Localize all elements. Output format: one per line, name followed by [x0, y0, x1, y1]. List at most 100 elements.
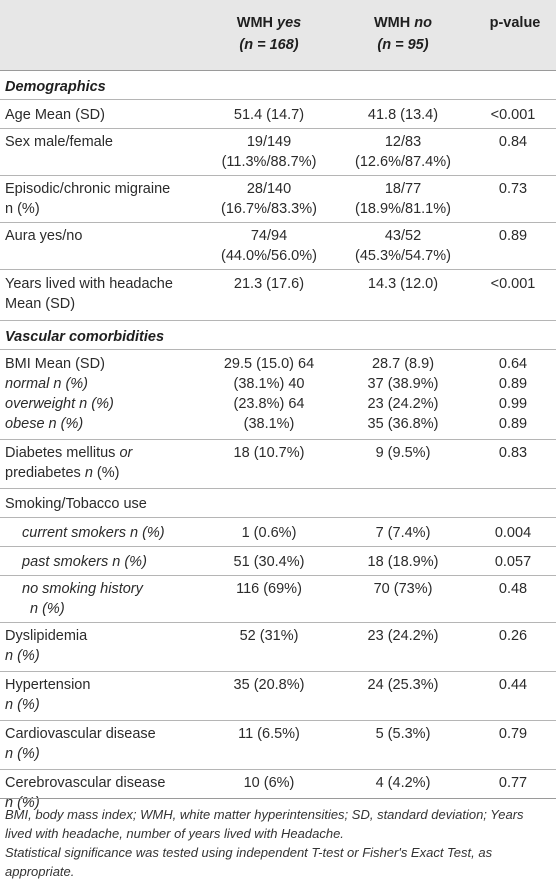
- table-row-sex: Sex male/female 19/149 (11.3%/88.7%) 12/8…: [0, 129, 556, 176]
- bmi-yes-overweight: (23.8%) 64: [233, 396, 305, 412]
- cell-p: 0.89: [498, 228, 528, 244]
- cell-yes: 28/140 (16.7%/83.3%): [210, 179, 328, 219]
- table-row-bmi: BMI Mean (SD) normal n (%) overweight n …: [0, 350, 556, 440]
- bmi-mean-label: BMI Mean (SD): [5, 356, 105, 372]
- row-label: Diabetes mellitus or prediabetes n (%): [5, 443, 210, 483]
- section-title-demographics: Demographics: [5, 79, 106, 95]
- cell-p: 0.77: [498, 775, 528, 791]
- header-p-value: p-value: [489, 15, 541, 31]
- table-header: WMH yes (n = 168) WMH no (n = 95) p-valu…: [0, 0, 556, 71]
- row-label: BMI Mean (SD) normal n (%) overweight n …: [5, 354, 210, 434]
- cell-no: 18 (18.9%): [367, 554, 439, 570]
- table-row-diabetes: Diabetes mellitus or prediabetes n (%) 1…: [0, 440, 556, 489]
- cell-yes: 51 (30.4%): [233, 554, 305, 570]
- cell-yes-pct: (44.0%/56.0%): [221, 248, 317, 264]
- row-label: Aura yes/no: [5, 228, 83, 244]
- row-label-line2: n (%): [5, 201, 40, 217]
- table-row-aura: Aura yes/no 74/94 (44.0%/56.0%) 43/52 (45.…: [0, 223, 556, 270]
- row-label-n: n: [84, 465, 93, 481]
- cell-yes: 18 (10.7%): [233, 445, 305, 461]
- header-wmh-no-italic: no: [414, 15, 432, 31]
- row-label: Cerebrovascular disease n (%): [5, 773, 210, 813]
- cell-no: 4 (4.2%): [375, 775, 431, 791]
- table-row-cerebrovascular: Cerebrovascular disease n (%) 10 (6%) 4 (…: [0, 770, 556, 818]
- footnote-abbreviations: BMI, body mass index; WMH, white matter …: [5, 807, 524, 841]
- bmi-p-normal: 0.89: [498, 376, 528, 392]
- row-label-line2: prediabetes: [5, 465, 85, 481]
- row-label: Hypertension n (%): [5, 675, 210, 715]
- bmi-obese-label: obese n (%): [5, 416, 84, 432]
- row-label: Age Mean (SD): [5, 107, 105, 123]
- bmi-no-normal: 37 (38.9%): [367, 376, 439, 392]
- row-label-line1: Hypertension: [5, 677, 91, 693]
- row-label: no smoking history n (%): [22, 579, 227, 619]
- cell-p: 0.64 0.89 0.99 0.89: [470, 354, 556, 434]
- cell-no-pct: (18.9%/81.1%): [355, 201, 451, 217]
- cell-yes: 51.4 (14.7): [233, 107, 305, 123]
- cell-p: 0.84: [498, 134, 528, 150]
- table-row-current-smokers: current smokers n (%) 1 (0.6%) 7 (7.4%) …: [0, 518, 556, 547]
- cell-p: 0.79: [498, 726, 528, 742]
- row-label-line1: no smoking history: [22, 581, 143, 597]
- row-label: Years lived with headache Mean (SD): [5, 274, 210, 314]
- bmi-yes-normal: (38.1%) 40: [233, 376, 305, 392]
- cell-yes: 10 (6%): [243, 775, 295, 791]
- bmi-no-overweight: 23 (24.2%): [367, 396, 439, 412]
- bmi-no-obese: 35 (36.8%): [367, 416, 439, 432]
- bmi-normal-label: normal n (%): [5, 376, 88, 392]
- cell-yes: 21.3 (17.6): [233, 276, 305, 292]
- cell-no: 41.8 (13.4): [367, 107, 439, 123]
- cell-p: 0.48: [498, 581, 528, 597]
- cell-no-pct: (12.6%/87.4%): [355, 154, 451, 170]
- cell-yes-count: 74/94: [250, 228, 288, 244]
- table-row-cardiovascular: Cardiovascular disease n (%) 11 (6.5%) 5 …: [0, 721, 556, 770]
- row-label-line2: n (%): [5, 648, 40, 664]
- row-label-line2: Mean (SD): [5, 296, 76, 312]
- cell-no: 12/83 (12.6%/87.4%): [344, 132, 462, 172]
- cell-p: 0.73: [498, 181, 528, 197]
- bmi-yes-mean: 29.5 (15.0) 64: [223, 356, 315, 372]
- row-label-line2: n (%): [30, 601, 65, 617]
- cell-p: 0.057: [494, 554, 532, 570]
- row-label-line2: n (%): [5, 697, 40, 713]
- table-row-episodic: Episodic/chronic migraine n (%) 28/140 (16…: [0, 176, 556, 223]
- row-label: current smokers n (%): [22, 525, 165, 541]
- row-label-line1: Years lived with headache: [5, 276, 173, 292]
- header-wmh-yes-prefix: WMH: [236, 15, 278, 31]
- cell-p: 0.83: [498, 445, 528, 461]
- cell-no: 14.3 (12.0): [367, 276, 439, 292]
- cell-no: 23 (24.2%): [367, 628, 439, 644]
- table-row-age: Age Mean (SD) 51.4 (14.7) 41.8 (13.4) <0…: [0, 100, 556, 129]
- row-label-line1: Diabetes mellitus: [5, 445, 120, 461]
- bmi-p-obese: 0.89: [498, 416, 528, 432]
- bmi-yes-obese: (38.1%): [243, 416, 295, 432]
- cell-yes-pct: (11.3%/88.7%): [221, 154, 317, 170]
- cell-no-count: 43/52: [384, 228, 422, 244]
- section-row-demographics: Demographics: [0, 71, 556, 100]
- cell-p: 0.26: [498, 628, 528, 644]
- cell-no: 28.7 (8.9) 37 (38.9%) 23 (24.2%) 35 (36.…: [344, 354, 462, 434]
- row-label-line1: Cerebrovascular disease: [5, 775, 166, 791]
- row-label: Dyslipidemia n (%): [5, 626, 210, 666]
- row-label: Episodic/chronic migraine n (%): [5, 179, 210, 219]
- cell-p: <0.001: [490, 107, 536, 123]
- table-footnotes: BMI, body mass index; WMH, white matter …: [0, 798, 556, 881]
- table-row-smoking: Smoking/Tobacco use: [0, 489, 556, 518]
- header-wmh-yes: WMH yes (n = 168): [210, 12, 328, 56]
- section-row-vascular: Vascular comorbidities: [0, 321, 556, 350]
- row-label: Smoking/Tobacco use: [5, 496, 147, 512]
- header-wmh-yes-n: (n = 168): [239, 37, 299, 53]
- cell-yes: 19/149 (11.3%/88.7%): [210, 132, 328, 172]
- cell-yes: 35 (20.8%): [233, 677, 305, 693]
- cell-p: 0.44: [498, 677, 528, 693]
- footnote-statistics: Statistical significance was tested usin…: [5, 845, 493, 879]
- header-wmh-no-n: (n = 95): [377, 37, 429, 53]
- table-row-years: Years lived with headache Mean (SD) 21.3 …: [0, 270, 556, 321]
- cell-no: 24 (25.3%): [367, 677, 439, 693]
- cell-yes: 52 (31%): [239, 628, 299, 644]
- section-title-vascular: Vascular comorbidities: [5, 329, 165, 345]
- cell-no: 7 (7.4%): [375, 525, 431, 541]
- cell-no: 43/52 (45.3%/54.7%): [344, 226, 462, 266]
- bmi-overweight-label: overweight n (%): [5, 396, 114, 412]
- cell-yes-count: 19/149: [246, 134, 292, 150]
